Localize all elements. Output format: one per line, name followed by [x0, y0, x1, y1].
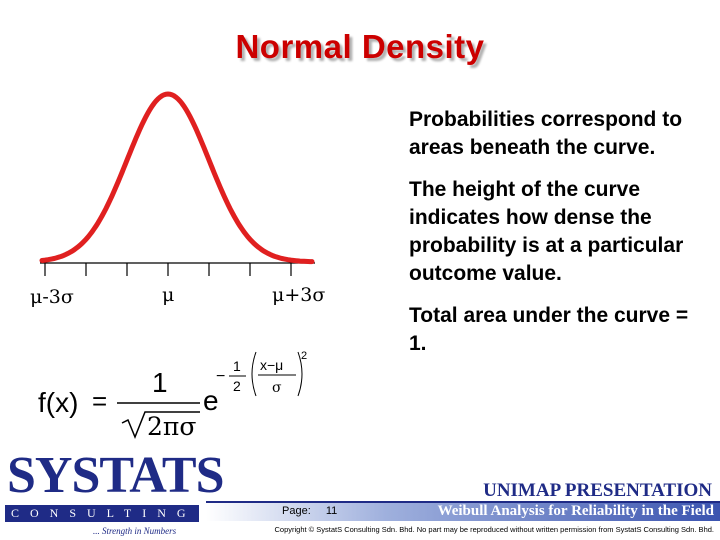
- presentation-label: UNIMAP PRESENTATION: [483, 480, 712, 501]
- bullet-areas: Probabilities correspond to areas beneat…: [409, 108, 683, 159]
- formula-base-e: e: [203, 385, 219, 416]
- logo-tagline: ... Strength in Numbers: [93, 526, 177, 536]
- sqrt-sign: [121, 411, 200, 439]
- logo-wordmark: SYSTATS: [7, 447, 225, 504]
- footer-title: Weibull Analysis for Reliability in the …: [437, 503, 714, 519]
- exp-denominator: 2: [233, 378, 241, 394]
- footer-rule: [206, 501, 720, 503]
- page-number: 11: [325, 505, 338, 517]
- axis-label-plus-3sigma: μ+3σ: [272, 284, 326, 306]
- bullet-total-area: Total area under the curve = 1.: [409, 304, 689, 355]
- axis-label-minus-3sigma: μ-3σ: [30, 286, 74, 308]
- page-label: Page:: [282, 505, 311, 517]
- slide-title: Normal Density: [235, 28, 485, 65]
- logo-consulting-bar: CONSULTING: [5, 505, 199, 522]
- page-indicator: Page: 11: [282, 505, 337, 517]
- footer-bar: [206, 503, 720, 521]
- systats-logo: SYSTATS CONSULTING ... Strength in Numbe…: [5, 447, 225, 540]
- right-paren: [297, 351, 303, 397]
- bell-curve: [39, 91, 315, 265]
- bullet-height: The height of the curve indicates how de…: [409, 178, 684, 285]
- exp-numerator: 1: [233, 358, 241, 374]
- formula-denominator: 2πσ: [147, 412, 196, 441]
- inner-denominator: σ: [272, 380, 282, 396]
- exp-power: 2: [301, 350, 307, 362]
- axis-ticks: [44, 263, 292, 276]
- copyright-notice: Copyright © SystatS Consulting Sdn. Bhd.…: [274, 525, 715, 534]
- exp-sign: −: [216, 368, 225, 385]
- inner-numerator: x−μ: [260, 357, 283, 373]
- axis-label-mean: μ: [162, 284, 175, 306]
- formula-numerator: 1: [152, 367, 168, 398]
- formula-lhs: f(x): [38, 387, 78, 418]
- formula-equals: =: [92, 386, 107, 416]
- left-paren: [251, 351, 257, 397]
- bullet-list: Probabilities correspond to areas beneat…: [409, 106, 709, 372]
